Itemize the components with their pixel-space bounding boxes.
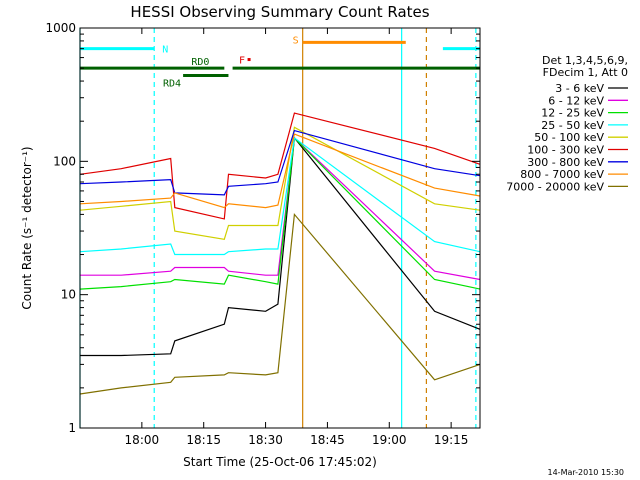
- series-line-4: [79, 126, 481, 240]
- x-tick-label: 18:00: [125, 433, 160, 447]
- legend-label: 3 - 6 keV: [555, 82, 604, 95]
- x-tick-label: 18:45: [310, 433, 345, 447]
- legend-label: 50 - 100 keV: [534, 131, 604, 144]
- series-line-1: [80, 136, 481, 281]
- legend-label: 7000 - 20000 keV: [506, 180, 604, 193]
- x-tick-label: 18:15: [186, 433, 221, 447]
- y-axis-label: Count Rate (s⁻¹ detector⁻¹): [20, 146, 34, 309]
- y-tick-label: 100: [53, 154, 76, 168]
- series-line-8: [79, 212, 481, 395]
- y-tick-label: 1: [68, 421, 76, 435]
- status-label-s: S: [293, 35, 299, 46]
- legend-header: FDecim 1, Att 0: [543, 66, 628, 79]
- status-label-n: N: [162, 45, 168, 56]
- status-label-f: F: [239, 56, 245, 67]
- chart-title: HESSI Observing Summary Count Rates: [130, 3, 429, 21]
- x-tick-label: 19:00: [372, 433, 407, 447]
- series-line-3: [79, 136, 481, 256]
- status-bar-f: [247, 58, 251, 62]
- legend: Det 1,3,4,5,6,9,FDecim 1, Att 0 3 - 6 keV…: [506, 54, 628, 193]
- series-line-7: [79, 133, 481, 209]
- legend-label: 300 - 800 keV: [527, 156, 604, 169]
- legend-header: Det 1,3,4,5,6,9,: [542, 54, 628, 67]
- y-tick-label: 10: [61, 288, 76, 302]
- series-line-6: [79, 129, 481, 196]
- y-axis-ticks: 1 10 100 1000: [45, 21, 480, 435]
- legend-label: 800 - 7000 keV: [520, 168, 604, 181]
- footer-stamp: 14-Mar-2010 15:30: [548, 468, 625, 477]
- series-line-2: [79, 136, 481, 290]
- legend-label: 6 - 12 keV: [548, 94, 604, 107]
- x-tick-label: 19:15: [434, 433, 469, 447]
- legend-label: 12 - 25 keV: [541, 107, 604, 120]
- x-axis-ticks: 18:00 18:15 18:30 18:45 19:00 19:15: [125, 28, 469, 447]
- y-tick-label: 1000: [45, 21, 76, 35]
- x-tick-label: 18:30: [248, 433, 283, 447]
- legend-label: 25 - 50 keV: [541, 119, 604, 132]
- series-line-0: [80, 136, 481, 357]
- plot-area: N S F RD0 RD4: [79, 28, 481, 428]
- plot-frame: [79, 27, 481, 429]
- status-label-rd4: RD4: [163, 79, 181, 90]
- status-label-rd0: RD0: [191, 57, 209, 68]
- x-axis-label: Start Time (25-Oct-06 17:45:02): [183, 455, 377, 469]
- legend-label: 100 - 300 keV: [527, 144, 604, 157]
- series-line-5: [79, 112, 481, 220]
